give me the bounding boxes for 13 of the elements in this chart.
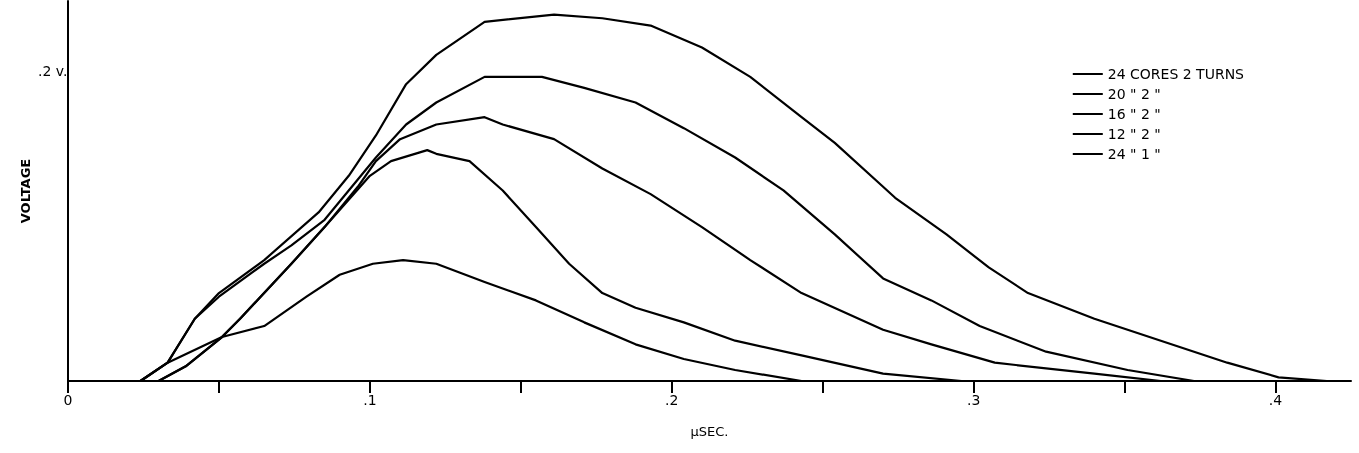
legend-label: 24 CORES 2 TURNS: [1107, 66, 1245, 82]
legend-label: 16 " 2 ": [1107, 106, 1161, 122]
y-axis-title: VOLTAGE: [18, 158, 33, 224]
legend-label: 20 " 2 ": [1107, 86, 1161, 102]
x-tick-label: .3: [966, 392, 981, 408]
x-tick-label: .4: [1268, 392, 1283, 408]
x-tick-label: .2: [665, 392, 679, 408]
x-tick-label: .1: [363, 392, 377, 408]
legend-label: 12 " 2 ": [1107, 126, 1161, 142]
x-tick-label: 0: [63, 392, 73, 408]
text: .2 v.: [38, 63, 68, 79]
x-axis-title: µSEC.: [690, 424, 729, 439]
legend-label: 24 " 1 ": [1107, 146, 1161, 162]
